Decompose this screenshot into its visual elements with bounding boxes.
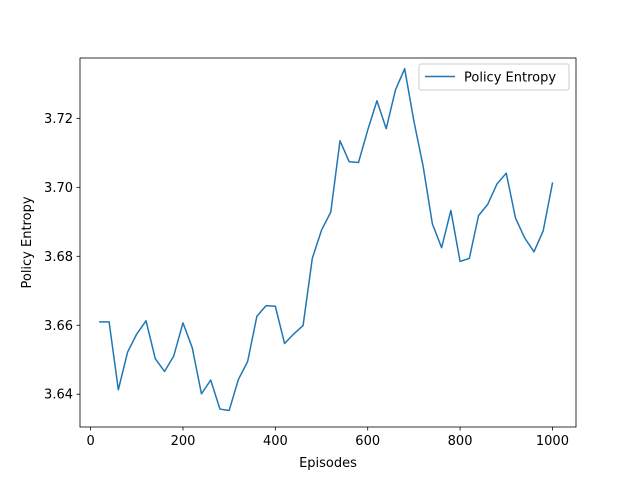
- x-tick-label: 800: [448, 434, 473, 449]
- x-axis-label: Episodes: [299, 456, 357, 471]
- legend-entry-label: Policy Entropy: [464, 71, 556, 86]
- series-line-0: [99, 67, 554, 412]
- plot-area: 0 200 400 600 800 1000 3.64 3.66 3.68 3.70 3.72: [44, 57, 577, 449]
- y-tick-label: 3.64: [44, 388, 73, 403]
- x-tick-label: 0: [86, 434, 94, 449]
- y-axis-ticks: 3.64 3.66 3.68 3.70 3.72: [44, 112, 80, 403]
- y-axis-label: Policy Entropy: [20, 196, 35, 288]
- legend: Policy Entropy: [418, 63, 570, 91]
- x-axis-ticks: 0 200 400 600 800 1000: [86, 427, 569, 449]
- axes-frame: [79, 57, 577, 428]
- y-tick-label: 3.68: [44, 250, 73, 265]
- x-tick-label: 200: [171, 434, 196, 449]
- y-tick-label: 3.66: [44, 319, 73, 334]
- series-layer: [99, 67, 554, 412]
- x-tick-label: 600: [355, 434, 380, 449]
- legend-box: [418, 63, 570, 91]
- x-tick-label: 1000: [536, 434, 569, 449]
- y-tick-label: 3.70: [44, 181, 73, 196]
- x-tick-label: 400: [263, 434, 288, 449]
- y-tick-label: 3.72: [44, 112, 73, 127]
